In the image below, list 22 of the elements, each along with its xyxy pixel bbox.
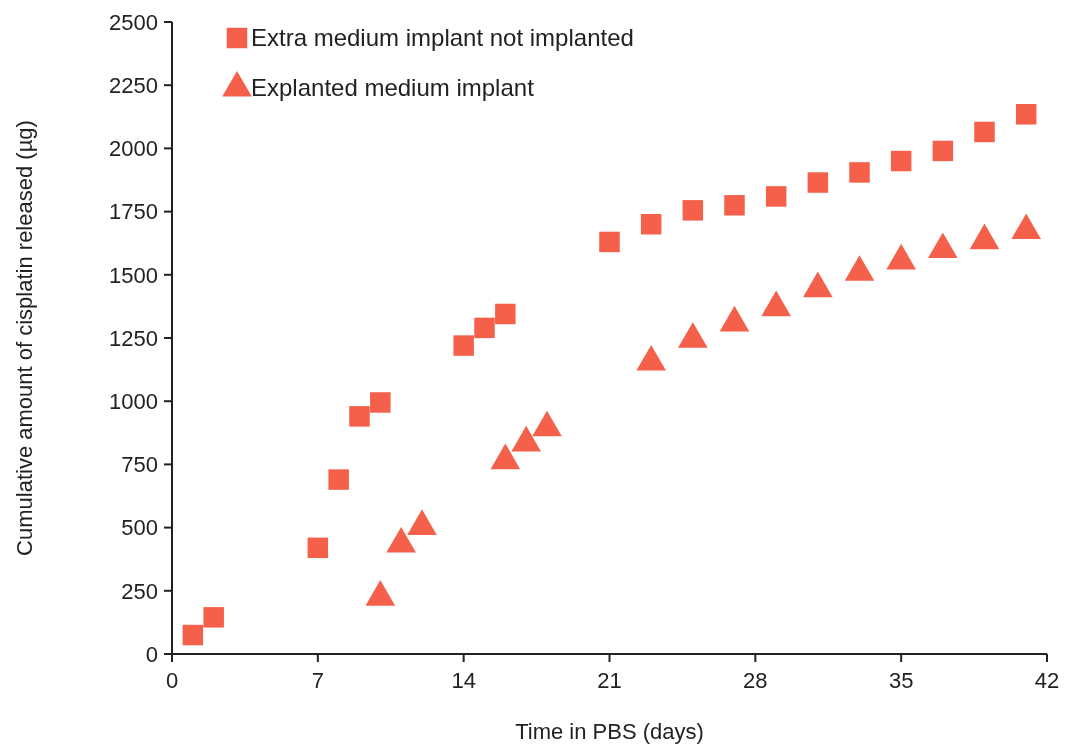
y-tick-label: 2250 bbox=[109, 72, 158, 98]
x-tick-label: 14 bbox=[451, 668, 476, 693]
y-tick-label: 500 bbox=[121, 515, 158, 541]
y-tick-label: 750 bbox=[121, 452, 158, 478]
x-tick-label: 21 bbox=[597, 668, 622, 693]
y-axis-title: Cumulative amount of cisplatin released (µg) bbox=[12, 120, 37, 556]
y-tick-label: 2000 bbox=[109, 136, 158, 162]
x-tick-label: 42 bbox=[1034, 668, 1060, 693]
y-tick-label: 1750 bbox=[109, 199, 158, 225]
y-tick-label: 1500 bbox=[109, 262, 158, 288]
legend-label: Extra medium implant not implanted bbox=[251, 24, 634, 52]
x-tick-label: 28 bbox=[743, 668, 768, 693]
y-tick-label: 250 bbox=[121, 578, 158, 604]
y-tick-label: 1250 bbox=[109, 325, 158, 351]
x-tick-label: 7 bbox=[311, 668, 324, 693]
y-tick-label: 0 bbox=[145, 641, 158, 667]
y-tick-label: 1000 bbox=[109, 388, 158, 414]
x-tick-label: 0 bbox=[165, 668, 179, 693]
y-tick-label: 2500 bbox=[109, 9, 158, 35]
legend-label: Explanted medium implant bbox=[251, 74, 535, 102]
x-axis-title: Time in PBS (days) bbox=[515, 719, 704, 744]
x-tick-label: 35 bbox=[888, 668, 914, 693]
